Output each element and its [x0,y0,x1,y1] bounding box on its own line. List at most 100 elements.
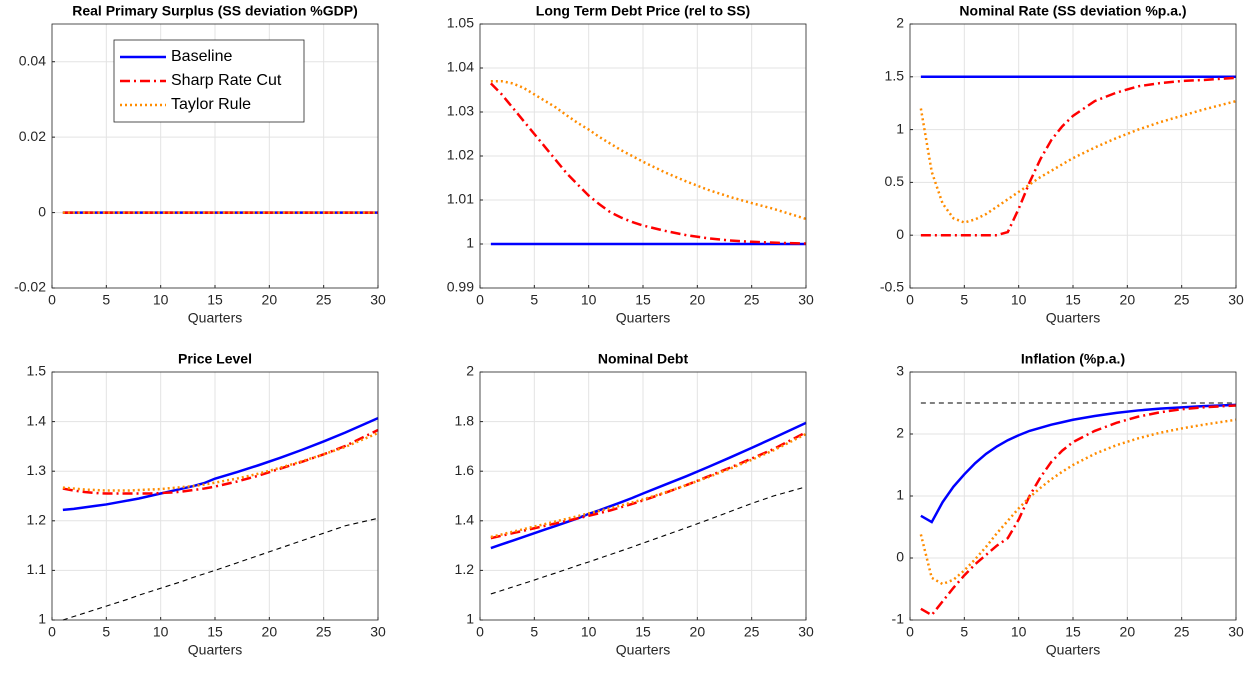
x-tick-label: 10 [153,624,169,640]
y-tick-label: 1.5 [885,68,905,84]
y-tick-label: 1 [466,235,474,251]
axes-box [479,371,807,621]
x-tick-label: 20 [690,624,706,640]
y-tick-label: 1.05 [447,15,474,31]
x-tick-label: 15 [1065,292,1081,308]
x-tick-label: 0 [476,624,484,640]
x-tick-label: 20 [262,624,278,640]
legend: Baseline Sharp Rate Cut Taylor Rule [113,39,305,123]
x-tick-label: 20 [262,292,278,308]
x-tick-label: 15 [207,624,223,640]
x-tick-label: 25 [744,292,760,308]
x-tick-label: 20 [1120,624,1136,640]
x-tick-label: 0 [48,292,56,308]
x-axis-label: Quarters [188,310,242,326]
x-tick-label: 15 [635,292,651,308]
chart-title: Nominal Debt [598,351,689,367]
chart-title: Price Level [178,351,252,367]
y-tick-label: 1.03 [447,103,474,119]
y-tick-label: 1.04 [447,59,474,75]
series-line [920,76,1237,237]
x-axis-label: Quarters [1046,642,1100,658]
x-tick-label: 25 [1174,292,1190,308]
x-tick-label: 5 [960,624,968,640]
y-tick-label: 1 [896,120,904,136]
axes-box [51,371,379,621]
y-tick-label: 0.5 [885,173,905,189]
series-line [920,403,1237,524]
x-tick-label: 30 [1228,292,1244,308]
series-line [490,486,807,595]
y-tick-label: 1.4 [27,412,47,428]
y-tick-label: 1.8 [455,412,475,428]
series-line [490,79,807,221]
x-tick-label: 10 [153,292,169,308]
y-tick-label: 2 [896,425,904,441]
x-tick-label: 0 [48,624,56,640]
y-tick-label: 0.99 [447,279,474,295]
series-line [920,404,1237,617]
x-tick-label: 20 [1120,292,1136,308]
x-tick-label: 25 [1174,624,1190,640]
axes-box [51,23,379,289]
x-tick-label: 25 [744,624,760,640]
x-tick-label: 15 [207,292,223,308]
x-tick-label: 30 [798,292,814,308]
chart-title: Nominal Rate (SS deviation %p.a.) [959,3,1186,19]
y-tick-label: 1.2 [455,561,475,577]
y-tick-label: 0.02 [19,128,46,144]
legend-label: Taylor Rule [171,96,251,113]
y-tick-label: 1.1 [27,561,47,577]
x-tick-label: 5 [530,624,538,640]
y-tick-label: 0 [896,226,904,242]
x-tick-label: 15 [635,624,651,640]
x-tick-label: 0 [906,292,914,308]
series-line [62,431,379,492]
x-tick-label: 10 [1011,292,1027,308]
x-tick-label: 0 [476,292,484,308]
y-tick-label: 1.5 [27,363,47,379]
x-axis-label: Quarters [1046,310,1100,326]
legend-label: Sharp Rate Cut [171,72,282,89]
x-tick-label: 30 [370,292,386,308]
chart-title: Real Primary Surplus (SS deviation %GDP) [72,3,358,19]
y-tick-label: 1 [38,611,46,627]
x-tick-label: 30 [798,624,814,640]
x-tick-label: 25 [316,624,332,640]
y-tick-label: 2 [896,15,904,31]
subplot: 0 5 10 15 20 25 30 1 1.1 1.2 1.3 1.4 1.5 Price Level Q… [27,351,386,658]
x-tick-label: 20 [690,292,706,308]
x-tick-label: 10 [581,624,597,640]
series-line [489,82,807,245]
axes-box [909,371,1237,621]
series-line [62,517,379,621]
x-tick-label: 0 [906,624,914,640]
x-tick-label: 5 [960,292,968,308]
y-tick-label: 2 [466,363,474,379]
series-line [919,418,1237,586]
series-line [490,421,807,550]
y-tick-label: 1.3 [27,462,47,478]
series-line [62,428,379,495]
y-tick-label: 1.6 [455,462,475,478]
y-tick-label: -0.5 [880,279,904,295]
subplot: 0 5 10 15 20 25 30 1 1.2 1.4 1.6 1.8 2 Nominal Debt Qu… [455,351,814,658]
subplot: 0 5 10 15 20 25 30 0.99 1 1.01 1.02 1.03 1.04 1.05 Lon… [447,3,814,326]
x-tick-label: 15 [1065,624,1081,640]
y-tick-label: -1 [892,611,905,627]
x-tick-label: 5 [102,292,110,308]
legend-label: Baseline [171,48,232,65]
y-tick-label: 1 [466,611,474,627]
x-tick-label: 30 [1228,624,1244,640]
x-axis-label: Quarters [616,310,670,326]
x-tick-label: 10 [1011,624,1027,640]
y-tick-label: 0.04 [19,52,46,68]
y-tick-label: 1.02 [447,147,474,163]
x-tick-label: 10 [581,292,597,308]
chart-title: Inflation (%p.a.) [1021,351,1125,367]
y-tick-label: -0.02 [14,279,46,295]
series-line [62,416,379,512]
